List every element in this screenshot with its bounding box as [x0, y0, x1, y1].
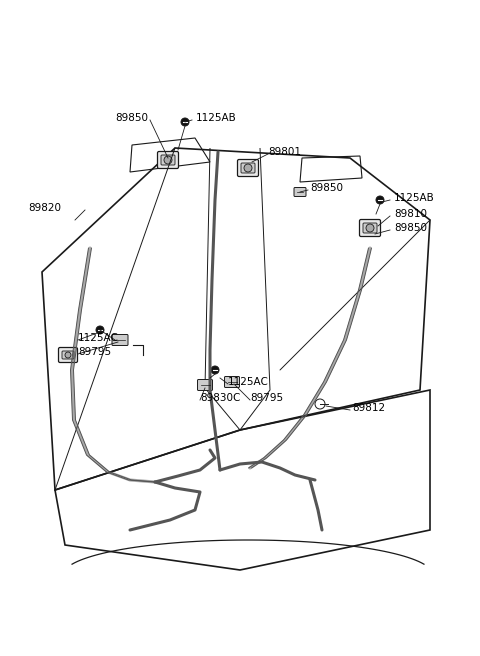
Text: 1125AC: 1125AC — [78, 333, 119, 343]
Text: 89850: 89850 — [394, 223, 427, 233]
Text: 89820: 89820 — [28, 203, 61, 213]
Text: 1125AC: 1125AC — [228, 377, 269, 387]
Text: 89795: 89795 — [78, 347, 111, 357]
Text: 89810: 89810 — [394, 209, 427, 219]
FancyBboxPatch shape — [59, 348, 77, 363]
Circle shape — [376, 196, 384, 204]
Text: 1125AB: 1125AB — [394, 193, 435, 203]
FancyBboxPatch shape — [238, 159, 259, 176]
Circle shape — [181, 118, 189, 126]
Circle shape — [244, 164, 252, 172]
Text: 89850: 89850 — [310, 183, 343, 193]
FancyBboxPatch shape — [360, 220, 381, 237]
FancyBboxPatch shape — [363, 223, 377, 233]
Text: 89830C: 89830C — [200, 393, 240, 403]
FancyBboxPatch shape — [197, 380, 213, 390]
FancyBboxPatch shape — [157, 152, 179, 169]
FancyBboxPatch shape — [294, 188, 306, 197]
Text: 89795: 89795 — [250, 393, 283, 403]
Circle shape — [164, 156, 172, 164]
Circle shape — [96, 326, 104, 334]
Text: 89850: 89850 — [115, 113, 148, 123]
FancyBboxPatch shape — [241, 163, 255, 173]
Circle shape — [366, 224, 374, 232]
FancyBboxPatch shape — [161, 155, 175, 165]
Text: 1125AB: 1125AB — [196, 113, 237, 123]
Circle shape — [65, 352, 71, 358]
Circle shape — [211, 366, 219, 374]
FancyBboxPatch shape — [62, 351, 74, 359]
Text: 89801: 89801 — [268, 147, 301, 157]
FancyBboxPatch shape — [225, 377, 240, 388]
FancyBboxPatch shape — [112, 335, 128, 346]
Text: 89812: 89812 — [352, 403, 385, 413]
